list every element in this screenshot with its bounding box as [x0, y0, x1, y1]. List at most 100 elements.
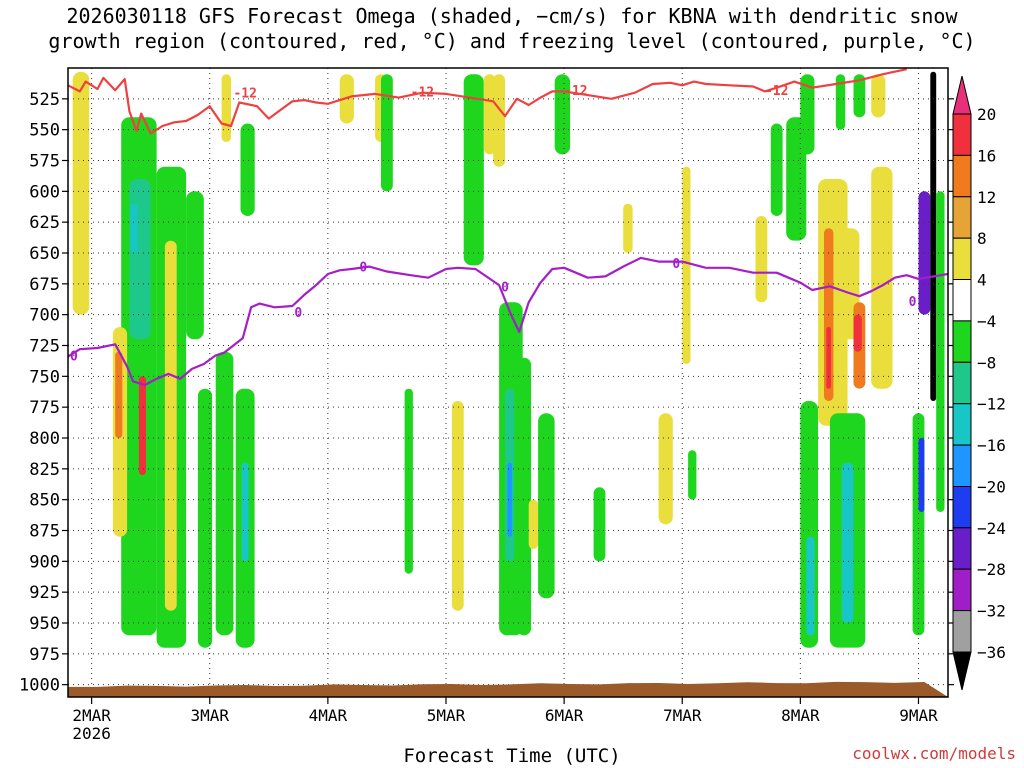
- contour-label-1-0: 0: [70, 349, 78, 364]
- omega-region-11: [215, 351, 234, 636]
- colorbar-label-11: −28: [977, 560, 1006, 579]
- colorbar-bin-11: [952, 568, 972, 612]
- omega-region-51: [835, 74, 846, 130]
- omega-region-14: [221, 74, 231, 142]
- colorbar-bin-12: [952, 610, 972, 653]
- colorbar-label-5: −4: [977, 312, 996, 331]
- colorbar-bin-0: [952, 113, 972, 156]
- y-tick-label-7: 700: [29, 306, 60, 326]
- contour-label-0-1: -12: [411, 85, 434, 100]
- y-tick-label-11: 800: [29, 429, 60, 449]
- y-tick-label-13: 850: [29, 491, 60, 511]
- colorbar-bin-6: [952, 361, 972, 405]
- colorbar-label-1: 16: [977, 146, 996, 165]
- colorbar-label-4: 4: [977, 271, 987, 290]
- x-tick-label-4: 6MAR: [545, 706, 584, 725]
- omega-region-41: [806, 536, 815, 636]
- omega-region-48: [871, 166, 893, 389]
- colorbar-bin-10: [952, 527, 972, 570]
- omega-region-34: [682, 166, 691, 364]
- colorbar-label-6: −8: [977, 353, 996, 372]
- omega-shading: [72, 71, 945, 648]
- contour-label-1-1: 0: [294, 306, 302, 321]
- contour-line-0: [68, 68, 907, 135]
- x-tick-label-0: 2MAR: [72, 706, 111, 725]
- chart-title-line-2: growth region (contoured, red, °C) and f…: [48, 29, 976, 53]
- y-tick-label-4: 625: [29, 213, 60, 233]
- omega-region-56: [918, 438, 925, 512]
- y-tick-label-14: 875: [29, 522, 60, 542]
- omega-region-29: [538, 413, 555, 599]
- x-tick-label-7: 9MAR: [899, 706, 938, 725]
- y-tick-label-6: 675: [29, 275, 60, 295]
- omega-region-35: [688, 450, 697, 500]
- omega-region-21: [463, 74, 484, 266]
- grid: [68, 68, 948, 697]
- source-credit[interactable]: coolwx.com/models: [852, 744, 1016, 763]
- omega-region-18: [381, 74, 393, 192]
- x-tick-label-6: 8MAR: [781, 706, 820, 725]
- omega-region-10: [197, 388, 213, 648]
- x-year-label: 2026: [72, 724, 111, 743]
- omega-region-39: [800, 74, 815, 155]
- omega-region-36: [755, 216, 768, 303]
- y-tick-label-18: 975: [29, 645, 60, 665]
- x-tick-label-1: 3MAR: [190, 706, 229, 725]
- contour-label-0-3: -12: [765, 84, 788, 99]
- omega-region-27: [516, 357, 532, 636]
- colorbar-label-13: −36: [977, 643, 1006, 662]
- y-tick-label-19: 1000: [19, 676, 60, 696]
- omega-region-26: [507, 462, 513, 537]
- contour-label-1-4: 0: [672, 257, 680, 272]
- contour-label-1-2: 0: [359, 261, 367, 276]
- omega-region-53: [871, 74, 886, 118]
- x-axis-title: Forecast Time (UTC): [403, 745, 621, 767]
- colorbar-under-arrow: [952, 651, 972, 691]
- colorbar-bin-1: [952, 154, 972, 198]
- chart-title-line-1: 2026030118 GFS Forecast Omega (shaded, −…: [66, 4, 958, 28]
- omega-region-13: [241, 462, 249, 562]
- x-tick-label-3: 5MAR: [427, 706, 466, 725]
- omega-region-47: [853, 314, 862, 352]
- omega-region-8: [164, 240, 177, 611]
- omega-region-33: [658, 413, 673, 525]
- contour-series-0: -12 -12 -12 -12: [68, 68, 907, 135]
- x-tick-label-5: 7MAR: [663, 706, 702, 725]
- y-tick-label-2: 575: [29, 152, 60, 172]
- colorbar-bin-2: [952, 196, 972, 239]
- plot-area: -12 -12 -12 -12 0 0 0 0 0 0: [68, 68, 948, 697]
- omega-region-0: [72, 71, 90, 315]
- contour-series-1: 0 0 0 0 0 0: [68, 256, 948, 387]
- omega-region-20: [451, 401, 464, 611]
- omega-region-2: [129, 179, 151, 340]
- y-tick-label-17: 950: [29, 614, 60, 634]
- colorbar-bin-4: [952, 279, 972, 322]
- colorbar-label-12: −32: [977, 602, 1006, 621]
- omega-region-37: [770, 123, 783, 216]
- colorbar-bin-8: [952, 444, 972, 488]
- colorbar-bin-7: [952, 403, 972, 446]
- y-tick-label-9: 750: [29, 367, 60, 387]
- axes: 525 550 575 600 625 650 675 700 725 750 775 800 825 8…: [19, 67, 954, 743]
- omega-region-3: [130, 203, 138, 253]
- y-tick-label-12: 825: [29, 460, 60, 480]
- contour-label-0-0: -12: [233, 87, 256, 102]
- contour-label-0-2: -12: [564, 84, 587, 99]
- colorbar-label-0: 20: [977, 105, 996, 124]
- colorbar-bin-9: [952, 486, 972, 529]
- colorbar-bin-5: [952, 320, 972, 363]
- colorbar-label-2: 12: [977, 188, 996, 207]
- contour-line-1: [68, 256, 948, 387]
- plot-frame: [67, 67, 949, 698]
- y-tick-label-10: 775: [29, 398, 60, 418]
- contour-label-1-3: 0: [501, 280, 509, 295]
- omega-region-32: [623, 203, 633, 253]
- y-tick-label-1: 550: [29, 121, 60, 141]
- omega-region-57: [930, 71, 937, 401]
- y-tick-label-3: 600: [29, 182, 60, 202]
- omega-region-22: [483, 74, 496, 155]
- colorbar-bin-3: [952, 237, 972, 281]
- colorbar: 20 16 12 8 4 −4 −8 −12 −16 −20 −24 −28 −32 −36: [952, 75, 1006, 691]
- contour-label-1-5: 0: [909, 295, 917, 310]
